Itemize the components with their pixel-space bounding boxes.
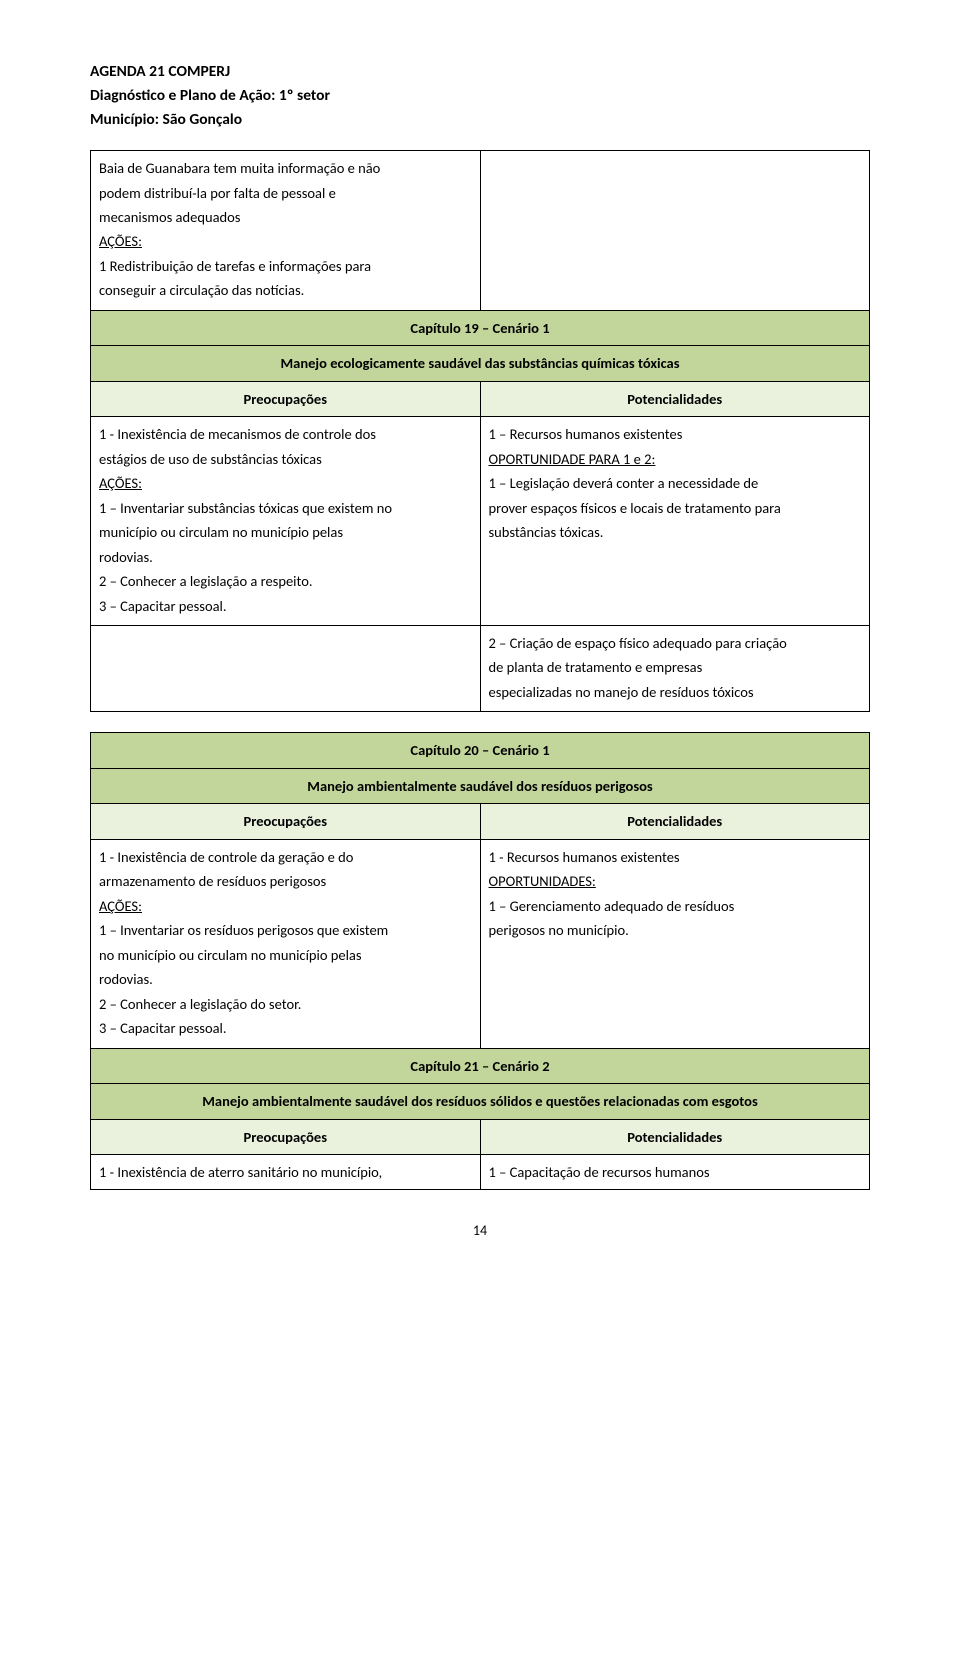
c20-l3: 1 – Inventariar os resíduos perigosos qu…	[99, 919, 472, 941]
chapter20-row: Capítulo 20 – Cenário 1	[91, 733, 870, 768]
c20-oport: OPORTUNIDADES:	[489, 870, 862, 892]
intro-p3: mecanismos adequados	[99, 206, 472, 228]
chapter21-left: 1 - Inexistência de aterro sanitário no …	[91, 1154, 481, 1189]
intro-p5: conseguir a circulação das notícias.	[99, 279, 472, 301]
chapter19-title: Capítulo 19 – Cenário 1	[91, 310, 870, 345]
c20-l5: rodovias.	[99, 968, 472, 990]
intro-left-cell: Baia de Guanabara tem muita informação e…	[91, 151, 481, 311]
c19-r2: 1 – Legislação deverá conter a necessida…	[489, 472, 862, 494]
c19-oport: OPORTUNIDADE PARA 1 e 2:	[489, 448, 862, 470]
chapter21-title: Capítulo 21 – Cenário 2	[91, 1048, 870, 1083]
header-line-2: Diagnóstico e Plano de Ação: 1º setor	[90, 84, 870, 108]
chapter20-content-row: 1 - Inexistência de controle da geração …	[91, 839, 870, 1048]
c19-r1: 1 – Recursos humanos existentes	[489, 423, 862, 445]
chapter19-subtitle: Manejo ecologicamente saudável das subst…	[91, 346, 870, 381]
chapter20-left: 1 - Inexistência de controle da geração …	[91, 839, 481, 1048]
chapter21-colheader-row: Preocupações Potencialidades	[91, 1119, 870, 1154]
chapter21-right: 1 – Capacitação de recursos humanos	[480, 1154, 870, 1189]
chapter19-left-1: 1 - Inexistência de mecanismos de contro…	[91, 417, 481, 626]
c19-l5: rodovias.	[99, 546, 472, 568]
intro-continuation-table: Baia de Guanabara tem muita informação e…	[90, 150, 870, 712]
c19b-r1: 2 – Criação de espaço físico adequado pa…	[489, 632, 862, 654]
c20-acoes: AÇÕES:	[99, 895, 472, 917]
header-line-1: AGENDA 21 COMPERJ	[90, 60, 870, 84]
c19-l6: 2 – Conhecer a legislação a respeito.	[99, 570, 472, 592]
col-potencialidades: Potencialidades	[480, 381, 870, 416]
col-preocupacoes-20: Preocupações	[91, 804, 481, 839]
col-preocupacoes: Preocupações	[91, 381, 481, 416]
chapter21-subtitle: Manejo ambientalmente saudável dos resíd…	[91, 1084, 870, 1119]
chapter20-subtitle-row: Manejo ambientalmente saudável dos resíd…	[91, 768, 870, 803]
c20-l4: no município ou circulam no município pe…	[99, 944, 472, 966]
chapter20-table: Capítulo 20 – Cenário 1 Manejo ambiental…	[90, 732, 870, 1190]
col-potencialidades-21: Potencialidades	[480, 1119, 870, 1154]
chapter20-right: 1 - Recursos humanos existentes OPORTUNI…	[480, 839, 870, 1048]
c19-l1: 1 - Inexistência de mecanismos de contro…	[99, 423, 472, 445]
page-header: AGENDA 21 COMPERJ Diagnóstico e Plano de…	[90, 60, 870, 132]
chapter21-content-row: 1 - Inexistência de aterro sanitário no …	[91, 1154, 870, 1189]
c19b-r3: especializadas no manejo de resíduos tóx…	[489, 681, 862, 703]
c19-l7: 3 – Capacitar pessoal.	[99, 595, 472, 617]
intro-p4: 1 Redistribuição de tarefas e informaçõe…	[99, 255, 472, 277]
header-line-3: Município: São Gonçalo	[90, 108, 870, 132]
chapter20-subtitle: Manejo ambientalmente saudável dos resíd…	[91, 768, 870, 803]
chapter19-row: Capítulo 19 – Cenário 1	[91, 310, 870, 345]
c20-r3: perigosos no município.	[489, 919, 862, 941]
chapter19-left-2	[91, 626, 481, 712]
c19-l4: município ou circulam no município pelas	[99, 521, 472, 543]
c20-r2: 1 – Gerenciamento adequado de resíduos	[489, 895, 862, 917]
chapter19-colheader-row: Preocupações Potencialidades	[91, 381, 870, 416]
chapter20-title: Capítulo 20 – Cenário 1	[91, 733, 870, 768]
intro-right-cell	[480, 151, 870, 311]
chapter21-row: Capítulo 21 – Cenário 2	[91, 1048, 870, 1083]
c19-l2: estágios de uso de substâncias tóxicas	[99, 448, 472, 470]
c19-l3: 1 – Inventariar substâncias tóxicas que …	[99, 497, 472, 519]
chapter19-right-1: 1 – Recursos humanos existentes OPORTUNI…	[480, 417, 870, 626]
chapter20-colheader-row: Preocupações Potencialidades	[91, 804, 870, 839]
c19-r4: substâncias tóxicas.	[489, 521, 862, 543]
chapter21-subtitle-row: Manejo ambientalmente saudável dos resíd…	[91, 1084, 870, 1119]
intro-p2: podem distribuí-la por falta de pessoal …	[99, 182, 472, 204]
c19b-r2: de planta de tratamento e empresas	[489, 656, 862, 678]
page-number: 14	[90, 1220, 870, 1242]
chapter19-content-row-2: 2 – Criação de espaço físico adequado pa…	[91, 626, 870, 712]
c20-l6: 2 – Conhecer a legislação do setor.	[99, 993, 472, 1015]
col-preocupacoes-21: Preocupações	[91, 1119, 481, 1154]
c20-r1: 1 - Recursos humanos existentes	[489, 846, 862, 868]
chapter19-content-row-1: 1 - Inexistência de mecanismos de contro…	[91, 417, 870, 626]
c20-l1: 1 - Inexistência de controle da geração …	[99, 846, 472, 868]
c20-l7: 3 – Capacitar pessoal.	[99, 1017, 472, 1039]
col-potencialidades-20: Potencialidades	[480, 804, 870, 839]
chapter19-subtitle-row: Manejo ecologicamente saudável das subst…	[91, 346, 870, 381]
c19-r3: prover espaços físicos e locais de trata…	[489, 497, 862, 519]
chapter19-right-2: 2 – Criação de espaço físico adequado pa…	[480, 626, 870, 712]
c19-acoes: AÇÕES:	[99, 472, 472, 494]
intro-p1: Baia de Guanabara tem muita informação e…	[99, 157, 472, 179]
c20-l2: armazenamento de resíduos perigosos	[99, 870, 472, 892]
intro-acoes: AÇÕES:	[99, 230, 472, 252]
